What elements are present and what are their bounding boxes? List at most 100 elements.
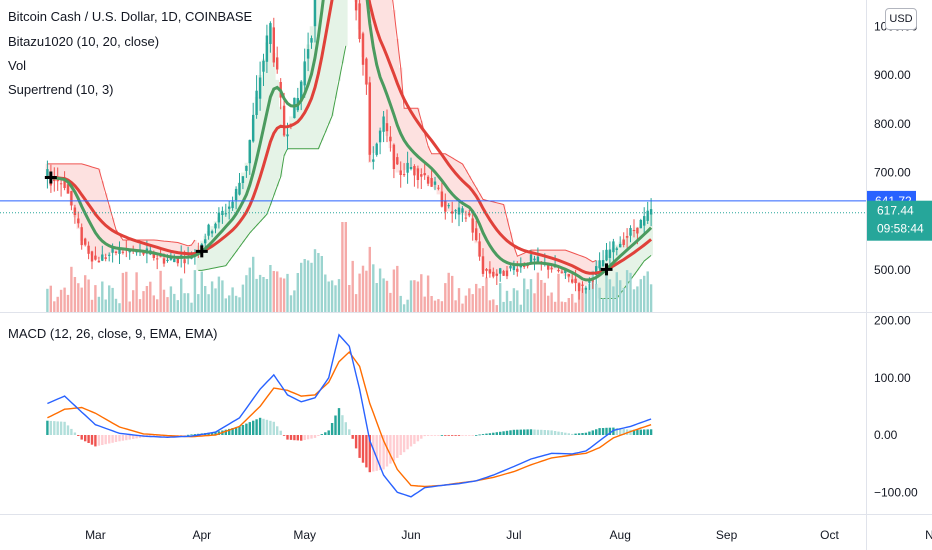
volume-bar [156,299,159,312]
macd-histogram-bar [396,435,399,458]
countdown-value: 09:58:44 [877,222,924,236]
candle-body [169,257,173,260]
price-tick-label: 900.00 [874,68,911,82]
volume-bar [207,294,210,312]
volume-bar [80,287,83,312]
indicator-bitazu-label: Bitazu1020 (10, 20, close) [8,34,160,49]
volume-bar [629,272,632,312]
macd-histogram-bar [159,435,162,437]
macd-histogram-bar [543,430,546,435]
macd-histogram-bar [399,435,402,455]
volume-bar [451,275,454,312]
macd-histogram-bar [571,433,574,435]
macd-histogram-bar [574,433,577,435]
macd-tick-label: 200.00 [874,314,911,328]
macd-histogram-bar [533,429,536,435]
volume-bar [145,286,149,312]
candle-body [430,178,433,187]
volume-bar [111,287,114,312]
macd-histogram-bar [378,435,382,471]
volume-bar [632,289,636,312]
macd-histogram-bar [125,435,128,441]
candle-body [629,228,632,236]
volume-bar [567,298,570,312]
candle-body [152,253,155,258]
candle-body [97,260,101,263]
volume-bar [591,270,594,312]
candle-body [70,191,73,206]
supertrend-line [47,163,196,247]
volume-bar [502,301,505,312]
volume-bar [560,301,564,312]
macd-histogram-bar [622,428,625,435]
volume-bar [516,290,519,312]
volume-bar [601,298,605,312]
candle-body [574,278,577,284]
time-tick-label: Jul [506,528,521,542]
macd-histogram-bar [413,435,416,444]
volume-bar [437,299,440,312]
macd-histogram-bar [492,432,495,435]
volume-bar [296,273,299,312]
volume-bar [543,282,546,312]
currency-button[interactable]: USD [885,8,917,30]
candle-body [66,184,70,194]
volume-bar [533,293,536,312]
volume-bar [540,280,543,312]
macd-histogram-bar [248,422,251,435]
volume-bar [190,302,193,312]
candle-body [481,256,485,274]
candle-body [258,77,262,99]
macd-histogram-bar [296,435,299,441]
candle-body [310,38,313,43]
price-tick-label: 700.00 [874,166,911,180]
volume-bar [392,269,396,312]
volume-bar [59,289,63,312]
volume-bar [612,286,615,312]
macd-histogram-bar [444,435,447,436]
candle-body [533,258,536,261]
macd-histogram-bar [300,435,303,441]
candle-body [108,254,111,256]
macd-histogram-bar [135,435,138,439]
macd-histogram-bar [320,434,323,435]
macd-histogram-bar [464,435,468,436]
macd-histogram-bar [560,432,564,435]
candle-body [536,256,540,262]
volume-bar [166,297,169,312]
macd-histogram-bar [258,417,262,435]
volume-bar [512,288,516,312]
macd-label: MACD (12, 26, close, 9, EMA, EMA) [8,326,218,341]
macd-histogram-bar [272,421,275,435]
volume-bar [643,275,646,312]
macd-histogram-bar [313,435,317,438]
candle-body [625,236,629,238]
candle-body [464,217,468,219]
volume-bar [46,288,49,312]
macd-histogram-bar [547,430,550,435]
volume-bar [557,273,560,312]
candle-body [59,183,63,185]
macd-histogram-bar [77,435,80,436]
candle-body [238,183,241,195]
candle-body [94,255,97,260]
price-pane [44,0,653,312]
candle-body [639,220,642,229]
volume-bar [186,293,190,312]
macd-histogram-bar [238,426,241,435]
candle-body [632,230,636,231]
macd-histogram-bar [505,430,509,435]
volume-bar [571,293,574,312]
volume-bar [519,304,522,312]
volume-bar [485,277,488,312]
candle-body [248,139,251,164]
candle-body [375,143,378,155]
macd-histogram-bar [327,430,330,435]
macd-histogram-bar [317,435,320,436]
volume-bar [97,296,101,312]
volume-bar [413,280,416,312]
time-tick-label: Oct [820,528,839,542]
macd-histogram-bar [180,435,183,436]
volume-bar [128,301,131,312]
